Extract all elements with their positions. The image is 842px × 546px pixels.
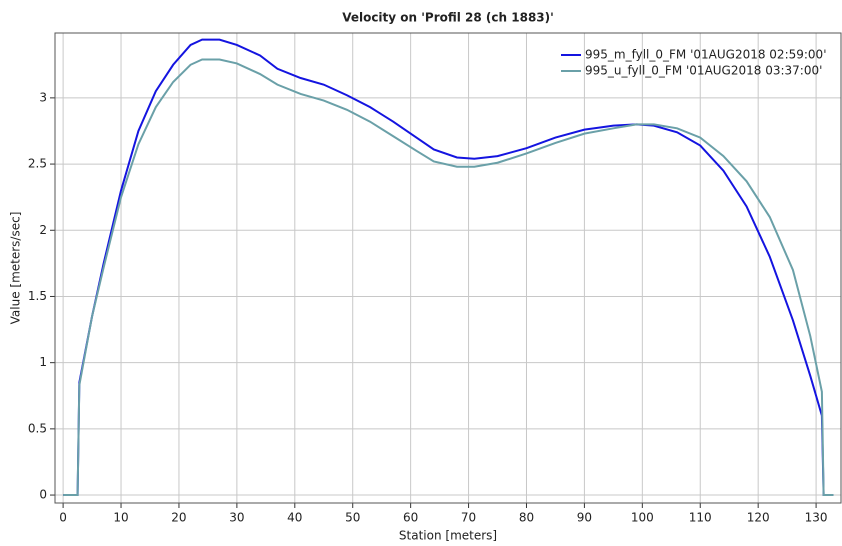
x-tick-label: 20 <box>171 511 186 525</box>
x-tick-label: 100 <box>631 511 654 525</box>
plot-frame <box>54 32 842 504</box>
x-tick-label: 110 <box>689 511 712 525</box>
x-tick-label: 90 <box>577 511 592 525</box>
series-line <box>63 38 834 497</box>
chart-title: Velocity on 'Profil 28 (ch 1883)' <box>342 11 554 25</box>
legend-label: 995_u_fyll_0_FM '01AUG2018 03:37:00' <box>585 64 822 78</box>
x-axis-label: Station [meters] <box>399 529 497 543</box>
x-tick-label: 130 <box>805 511 828 525</box>
x-tick-label: 70 <box>461 511 476 525</box>
y-axis-label: Value [meters/sec] <box>9 212 23 325</box>
y-tick-label: 2.5 <box>28 157 47 171</box>
x-tick-label: 10 <box>113 511 128 525</box>
y-tick-label: 3 <box>39 90 47 104</box>
x-tick-label: 0 <box>59 511 67 525</box>
legend-label: 995_m_fyll_0_FM '01AUG2018 02:59:00' <box>585 48 827 62</box>
x-tick-label: 30 <box>229 511 244 525</box>
x-tick-label: 60 <box>403 511 418 525</box>
y-tick-label: 0 <box>39 488 47 502</box>
x-tick-label: 50 <box>345 511 360 525</box>
series-line <box>63 58 834 497</box>
y-tick-label: 1 <box>39 355 47 369</box>
x-tick-label: 120 <box>747 511 770 525</box>
y-tick-label: 1.5 <box>28 289 47 303</box>
y-tick-label: 2 <box>39 223 47 237</box>
x-tick-label: 40 <box>287 511 302 525</box>
y-tick-label: 0.5 <box>28 421 47 435</box>
x-tick-label: 80 <box>519 511 534 525</box>
